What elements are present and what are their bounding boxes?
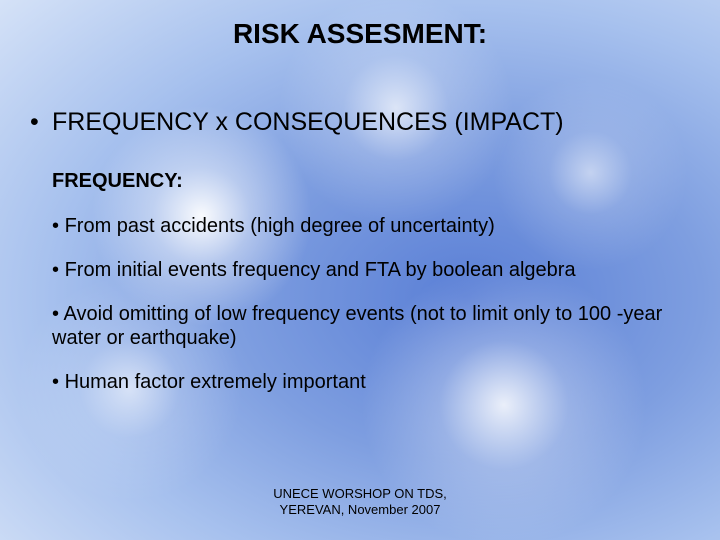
footer-line-1: UNECE WORSHOP ON TDS, [273, 486, 447, 501]
bullet-dot-icon: • [52, 259, 65, 281]
bullet-text: Avoid omitting of low frequency events (… [52, 303, 662, 349]
bullet-item-4: • Human factor extremely important [52, 370, 680, 394]
bullet-dot-icon: • [52, 303, 63, 325]
main-bullet: •FREQUENCY x CONSEQUENCES (IMPACT) [30, 108, 564, 137]
bullet-dot-icon: • [30, 108, 52, 137]
main-bullet-text: FREQUENCY x CONSEQUENCES (IMPACT) [52, 108, 564, 136]
bullet-dot-icon: • [52, 371, 65, 393]
bullet-item-2: • From initial events frequency and FTA … [52, 258, 680, 282]
slide-title: RISK ASSESMENT: [0, 18, 720, 50]
frequency-subheading: FREQUENCY: [52, 170, 183, 193]
bullet-text: From past accidents (high degree of unce… [65, 215, 495, 237]
bullet-item-3: • Avoid omitting of low frequency events… [52, 302, 680, 350]
slide-footer: UNECE WORSHOP ON TDS, YEREVAN, November … [0, 486, 720, 519]
slide: RISK ASSESMENT: •FREQUENCY x CONSEQUENCE… [0, 0, 720, 540]
bullet-text: Human factor extremely important [65, 371, 366, 393]
bullet-item-1: • From past accidents (high degree of un… [52, 214, 680, 238]
bullet-dot-icon: • [52, 215, 65, 237]
footer-line-2: YEREVAN, November 2007 [280, 502, 441, 517]
bullet-text: From initial events frequency and FTA by… [65, 259, 576, 281]
